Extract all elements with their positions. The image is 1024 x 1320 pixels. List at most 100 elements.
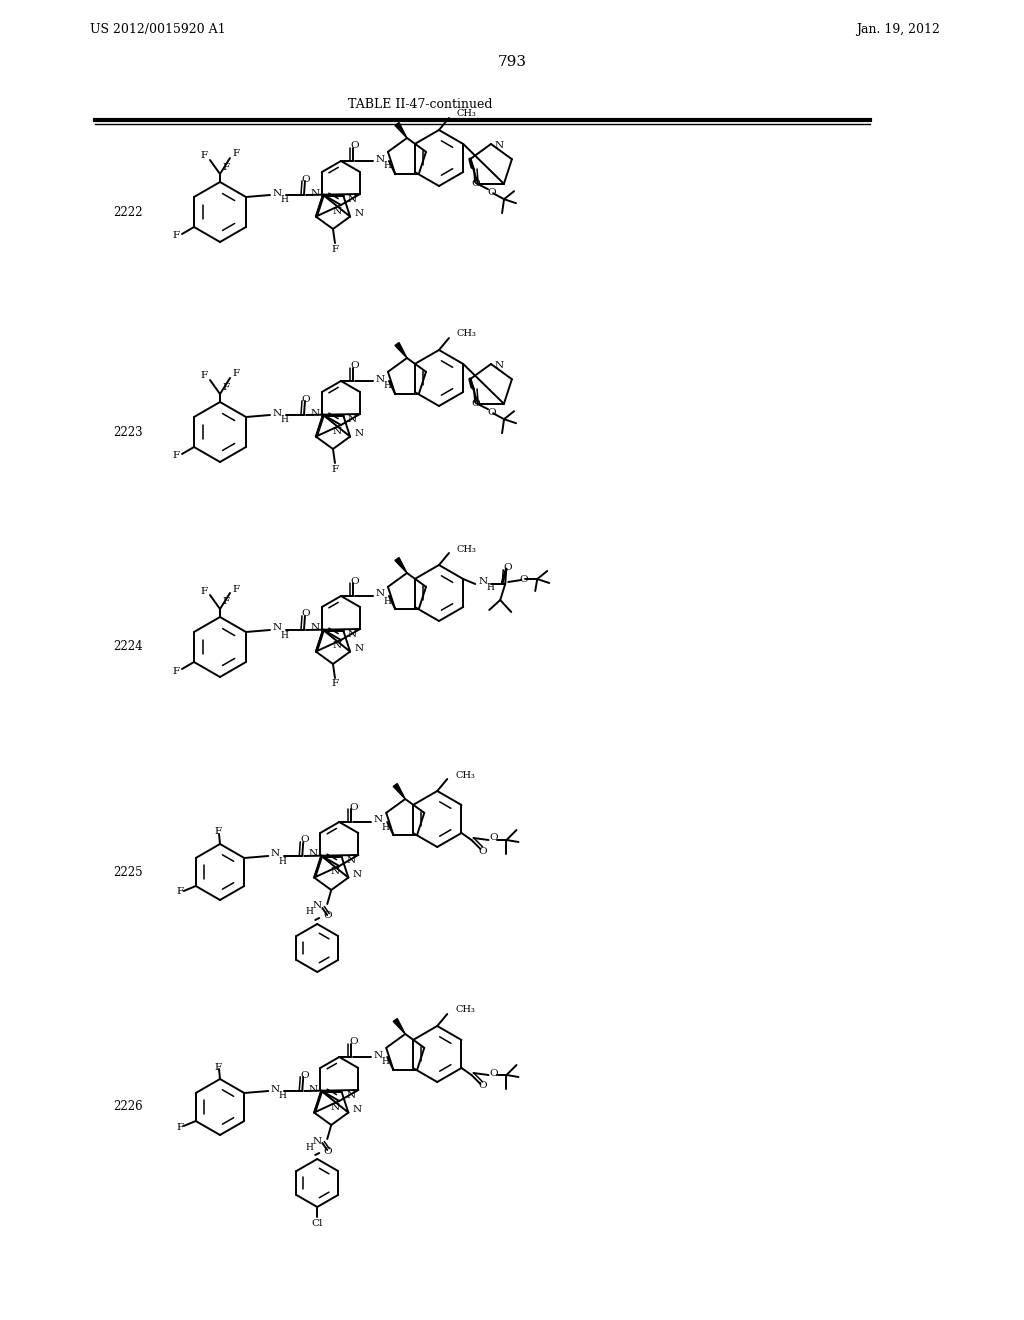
Text: F: F [222, 598, 229, 606]
Text: O: O [349, 1038, 357, 1047]
Text: F: F [176, 1122, 183, 1131]
Text: N: N [333, 206, 342, 215]
Text: N: N [312, 1137, 322, 1146]
Text: O: O [300, 836, 308, 845]
Text: F: F [201, 152, 208, 161]
Text: US 2012/0015920 A1: US 2012/0015920 A1 [90, 24, 225, 37]
Text: F: F [172, 667, 179, 676]
Text: N: N [374, 1051, 383, 1060]
Text: N: N [346, 1090, 355, 1100]
Text: N: N [331, 867, 340, 876]
Text: O: O [350, 577, 359, 586]
Text: Cl: Cl [311, 1220, 323, 1229]
Text: 2225: 2225 [113, 866, 142, 879]
Text: O: O [503, 564, 512, 573]
Text: N: N [348, 630, 357, 639]
Text: N: N [272, 408, 282, 417]
Text: CH₃: CH₃ [456, 1006, 475, 1015]
Text: H: H [383, 161, 391, 170]
Text: H: H [383, 597, 391, 606]
Text: 2224: 2224 [113, 640, 142, 653]
Text: O: O [478, 846, 486, 855]
Text: F: F [232, 149, 240, 158]
Text: O: O [519, 574, 527, 583]
Text: F: F [332, 244, 339, 253]
Text: O: O [489, 1068, 498, 1077]
Text: N: N [353, 870, 361, 879]
Text: F: F [232, 370, 240, 379]
Text: N: N [376, 590, 385, 598]
Text: N: N [270, 850, 280, 858]
Text: O: O [302, 395, 310, 404]
Text: CH₃: CH₃ [456, 771, 475, 780]
Text: O: O [323, 1147, 332, 1155]
Text: O: O [350, 362, 359, 371]
Text: Jan. 19, 2012: Jan. 19, 2012 [856, 24, 940, 37]
Text: O: O [300, 1071, 308, 1080]
Text: N: N [312, 902, 322, 911]
Text: F: F [222, 162, 229, 172]
Text: F: F [201, 586, 208, 595]
Text: N: N [348, 414, 357, 424]
Text: N: N [376, 154, 385, 164]
Text: H: H [305, 908, 313, 916]
Text: 2223: 2223 [113, 425, 142, 438]
Text: 793: 793 [498, 55, 526, 69]
Text: H: H [279, 857, 286, 866]
Text: F: F [332, 680, 339, 689]
Text: O: O [478, 1081, 486, 1090]
Text: N: N [310, 623, 319, 632]
Text: H: H [305, 1143, 313, 1151]
Text: O: O [349, 803, 357, 812]
Text: CH₃: CH₃ [457, 544, 477, 553]
Text: N: N [308, 850, 317, 858]
Text: H: H [381, 1057, 389, 1067]
Text: H: H [486, 583, 495, 593]
Text: TABLE II-47-continued: TABLE II-47-continued [348, 99, 493, 111]
Text: N: N [331, 1102, 340, 1111]
Text: N: N [348, 195, 357, 203]
Text: N: N [478, 578, 487, 586]
Text: N: N [308, 1085, 317, 1093]
Text: F: F [201, 371, 208, 380]
Polygon shape [395, 557, 407, 573]
Text: N: N [333, 642, 342, 651]
Text: O: O [323, 912, 332, 920]
Text: O: O [472, 178, 480, 187]
Text: N: N [346, 855, 355, 865]
Text: F: F [332, 465, 339, 474]
Text: N: N [272, 623, 282, 632]
Text: N: N [376, 375, 385, 384]
Text: CH₃: CH₃ [457, 110, 477, 119]
Text: O: O [350, 141, 359, 150]
Text: 2222: 2222 [113, 206, 142, 219]
Text: F: F [172, 231, 179, 240]
Text: O: O [489, 833, 498, 842]
Text: H: H [280, 195, 288, 205]
Text: O: O [302, 174, 310, 183]
Polygon shape [393, 784, 406, 799]
Text: O: O [302, 610, 310, 619]
Text: F: F [176, 887, 183, 896]
Text: N: N [272, 189, 282, 198]
Text: H: H [381, 822, 389, 832]
Text: N: N [354, 644, 364, 653]
Text: O: O [487, 187, 497, 197]
Polygon shape [395, 343, 407, 358]
Text: N: N [374, 816, 383, 825]
Text: N: N [310, 408, 319, 417]
Text: N: N [270, 1085, 280, 1093]
Text: F: F [214, 828, 221, 837]
Text: 2226: 2226 [113, 1101, 142, 1114]
Text: N: N [354, 209, 364, 218]
Polygon shape [393, 1019, 406, 1034]
Text: N: N [495, 362, 504, 371]
Text: N: N [354, 429, 364, 438]
Text: CH₃: CH₃ [457, 330, 477, 338]
Text: N: N [353, 1105, 361, 1114]
Text: N: N [495, 141, 504, 150]
Text: F: F [232, 585, 240, 594]
Text: H: H [383, 381, 391, 391]
Text: H: H [280, 416, 288, 425]
Text: F: F [214, 1063, 221, 1072]
